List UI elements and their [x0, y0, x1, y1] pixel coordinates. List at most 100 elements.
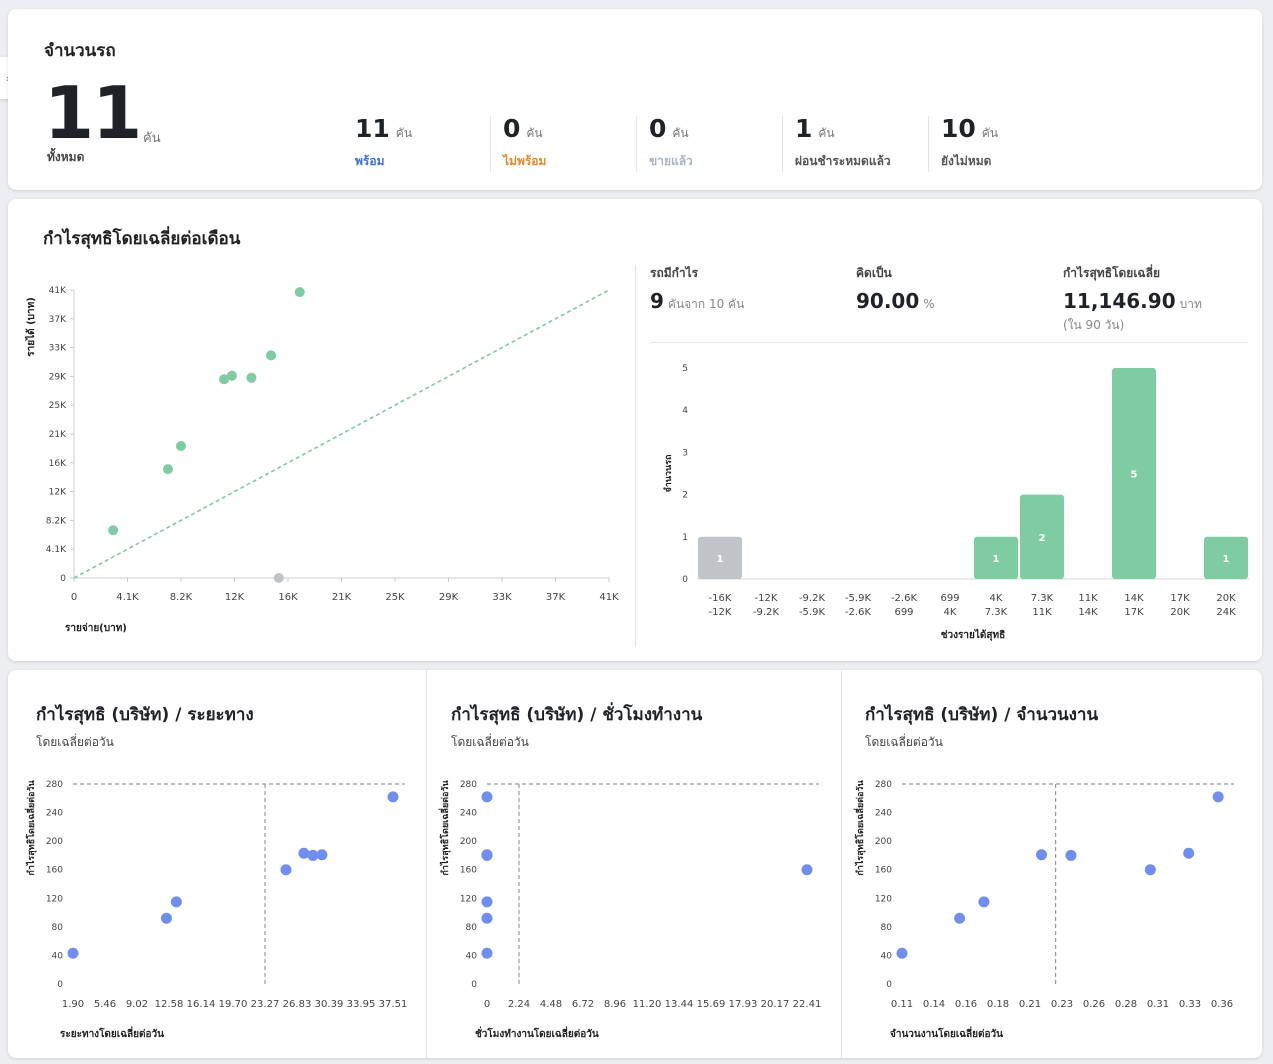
profit-breakdown-card: กำไรสุทธิ (บริษัท) / ระยะทาง โดยเฉลี่ยต่… [8, 670, 1262, 1058]
x-tick-label: 0.28 [1115, 999, 1137, 1010]
bin-label-to: 7.3K [985, 607, 1008, 618]
summary-percent: คิดเป็น 90.00% [856, 264, 935, 313]
y-tick-label: 29K [49, 372, 67, 382]
y-tick-label: 33K [49, 344, 67, 354]
bin-label-from: -2.6K [891, 593, 918, 604]
bin-label-to: 4K [944, 607, 957, 618]
profit-title: กำไรสุทธิโดยเฉลี่ยต่อเดือน [43, 229, 241, 249]
stat-paid-off[interactable]: 1 คัน ผ่อนชำระหมดแล้ว [782, 116, 891, 172]
fleet-summary-card: จำนวนรถ 11 คัน ทั้งหมด 11 คัน พร้อม 0 คัน … [8, 9, 1262, 190]
data-point [481, 849, 493, 861]
data-point [298, 847, 310, 859]
bin-label-from: 7.3K [1031, 593, 1054, 604]
x-axis-title: จำนวนงานโดยเฉลี่ยต่อวัน [890, 1026, 1003, 1040]
profit-jobs-scatter-chart: 0.11 0.14 0.16 0.18 0.21 0.23 0.26 0.28 0.31 0.33… [853, 780, 1234, 1040]
y-tick-label: 200 [875, 837, 892, 847]
stat-label: ยังไม่หมด [941, 154, 992, 168]
data-point [387, 791, 399, 803]
bin-label-from: 20K [1216, 593, 1236, 604]
profit-point [246, 372, 257, 383]
profit-point [219, 374, 230, 385]
panel-title-jobs: กำไรสุทธิ (บริษัท) / จำนวนงาน [865, 705, 1099, 725]
data-point [481, 912, 493, 924]
x-tick-label: 8.96 [604, 999, 626, 1010]
bin-label-to: 17K [1124, 607, 1144, 618]
summary-value: 9 [650, 289, 664, 313]
panel-title-hours: กำไรสุทธิ (บริษัท) / ชั่วโมงทำงาน [451, 705, 703, 725]
x-tick-label: 12K [225, 592, 245, 603]
y-tick-label: 0 [682, 575, 688, 585]
stat-unit: คัน [672, 126, 689, 140]
stat-value: 0 [649, 114, 667, 143]
y-tick-label: 160 [460, 866, 477, 876]
bar-value-label: 5 [1131, 470, 1138, 481]
y-tick-label: 5 [682, 364, 688, 374]
summary-unit: % [923, 297, 935, 311]
x-tick-label: 21K [332, 592, 352, 603]
bin-label-from: -16K [709, 593, 732, 604]
y-tick-label: 160 [875, 866, 892, 876]
data-point [280, 864, 292, 876]
x-tick-label: 13.44 [665, 999, 694, 1010]
stat-label: ขายแล้ว [649, 154, 693, 168]
stat-not-paid-off[interactable]: 10 คัน ยังไม่หมด [928, 116, 998, 172]
stat-ready[interactable]: 11 คัน พร้อม [355, 116, 412, 172]
x-tick-label: 37K [546, 592, 566, 603]
data-point [954, 912, 966, 924]
y-tick-label: 280 [46, 780, 63, 790]
bin-label-to: 11K [1032, 607, 1052, 618]
data-point [481, 791, 493, 803]
x-tick-label: 0.33 [1179, 999, 1201, 1010]
stat-unit: คัน [526, 126, 543, 140]
y-tick-label: 40 [466, 951, 478, 961]
profit-point [294, 287, 305, 298]
x-tick-label: 23.27 [251, 999, 280, 1010]
stat-value: 10 [941, 114, 976, 143]
x-tick-label: 12.58 [155, 999, 184, 1010]
bin-label-to: 24K [1216, 607, 1236, 618]
summary-label: รถมีกำไร [650, 266, 699, 280]
summary-label: คิดเป็น [856, 266, 892, 280]
stat-label: ไม่พร้อม [503, 154, 547, 168]
y-tick-label: 200 [460, 837, 477, 847]
x-tick-label: 30.39 [315, 999, 344, 1010]
fleet-total-unit: คัน [143, 131, 161, 146]
y-tick-label: 40 [52, 951, 64, 961]
bar-value-label: 1 [993, 554, 1000, 565]
histogram-bar [974, 536, 1018, 579]
stat-sold[interactable]: 0 คัน ขายแล้ว [636, 116, 693, 172]
y-tick-label: 120 [460, 894, 477, 904]
x-axis-title: ชั่วโมงทำงานโดยเฉลี่ยต่อวัน [475, 1026, 599, 1040]
data-point [1065, 849, 1077, 861]
x-tick-label: 5.46 [94, 999, 116, 1010]
y-axis-title: กำไรสุทธิโดยเฉลี่ยต่อวัน [24, 780, 37, 876]
y-tick-label: 4 [682, 406, 688, 416]
y-tick-label: 8.2K [46, 516, 67, 526]
x-tick-label: 11.20 [633, 999, 662, 1010]
x-axis-title: ช่วงรายได้สุทธิ [941, 628, 1005, 641]
y-tick-label: 80 [466, 923, 478, 933]
x-tick-label: 29K [439, 592, 459, 603]
data-point [1144, 864, 1156, 876]
y-tick-label: 1 [682, 533, 688, 543]
summary-value: 11,146.90 [1063, 289, 1176, 313]
stat-value: 1 [795, 114, 813, 143]
y-tick-label: 280 [875, 780, 892, 790]
profit-histogram-chart: 0 1 2 3 4 5 -16K -12K 1 -12K -9.2K -9.2K -5.9K -5.9K -… [663, 364, 1249, 641]
y-tick-label: 0 [886, 980, 892, 990]
bin-label-from: -5.9K [845, 593, 872, 604]
summary-note: (ใน 90 วัน) [1063, 318, 1125, 332]
summary-profitable: รถมีกำไร 9 คันจาก 10 คัน [650, 264, 744, 314]
stat-not-ready[interactable]: 0 คัน ไม่พร้อม [490, 116, 546, 172]
y-tick-label: 80 [881, 923, 893, 933]
x-tick-label: 0 [71, 592, 77, 603]
y-tick-label: 120 [875, 894, 892, 904]
data-point [67, 947, 79, 959]
data-point [160, 912, 172, 924]
y-tick-label: 0 [471, 980, 477, 990]
x-tick-label: 0.36 [1211, 999, 1233, 1010]
fleet-title: จำนวนรถ [44, 41, 116, 61]
stat-unit: คัน [818, 126, 835, 140]
histogram-bar [1112, 368, 1156, 579]
x-tick-label: 0.14 [923, 999, 945, 1010]
